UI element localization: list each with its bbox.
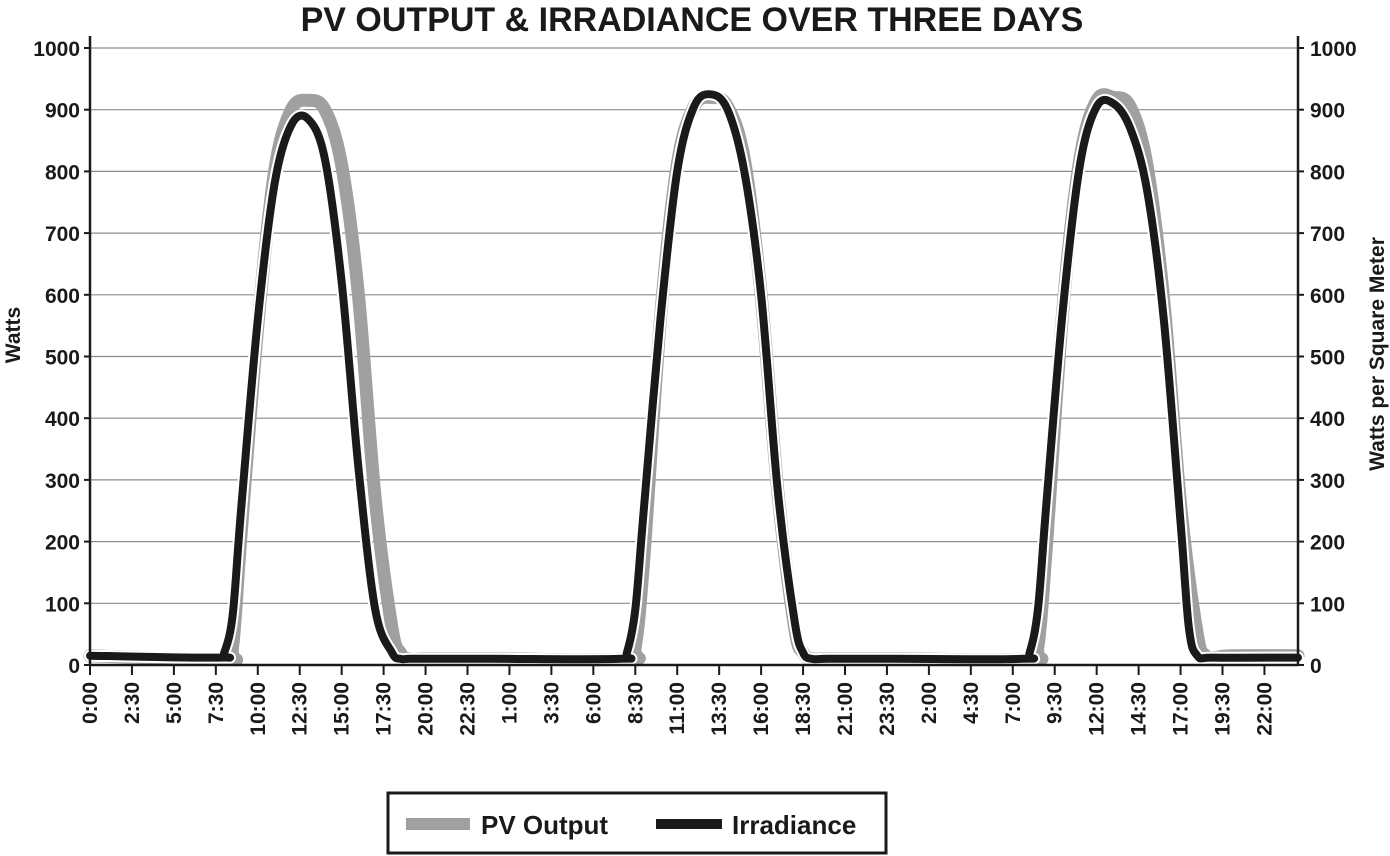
series-layer: [83, 88, 1305, 667]
x-tick-label: 5:00: [163, 682, 186, 724]
x-tick-label: 12:30: [289, 682, 312, 736]
x-tick-label: 20:00: [415, 682, 438, 736]
right-y-tick-label: 700: [1310, 223, 1345, 246]
x-tick-label: 10:00: [247, 682, 270, 736]
left-y-ticks: 0 100 200 300 400 500 600 700 800 900 1000: [33, 38, 90, 678]
left-y-tick-label: 100: [45, 593, 80, 616]
x-tick-label: 16:00: [750, 682, 773, 736]
right-y-tick-label: 600: [1310, 285, 1345, 308]
x-tick-label: 1:00: [498, 682, 521, 724]
x-tick-label: 13:30: [708, 682, 731, 736]
left-y-tick-label: 300: [45, 470, 80, 493]
right-y-tick-label: 0: [1310, 655, 1322, 678]
x-tick-label: 6:00: [582, 682, 605, 724]
right-y-tick-label: 900: [1310, 100, 1345, 123]
left-y-tick-label: 400: [45, 408, 80, 431]
x-tick-label: 4:30: [960, 682, 983, 724]
x-tick-label: 17:30: [373, 682, 396, 736]
x-tick-label: 11:00: [666, 682, 689, 735]
left-y-tick-label: 500: [45, 347, 80, 370]
right-y-tick-label: 100: [1310, 593, 1345, 616]
x-tick-label: 23:30: [876, 682, 899, 736]
x-tick-label: 8:30: [624, 682, 647, 724]
right-y-tick-label: 500: [1310, 347, 1345, 370]
x-tick-label: 12:00: [1086, 682, 1109, 736]
x-tick-label: 9:30: [1044, 682, 1067, 724]
left-y-tick-label: 600: [45, 285, 80, 308]
x-tick-label: 3:30: [540, 682, 563, 724]
left-y-tick-label: 0: [68, 655, 80, 678]
right-y-tick-label: 800: [1310, 161, 1345, 184]
x-tick-label: 7:00: [1002, 682, 1025, 724]
left-y-tick-label: 900: [45, 100, 80, 123]
x-tick-label: 0:00: [79, 682, 102, 724]
chart-title: PV OUTPUT & IRRADIANCE OVER THREE DAYS: [301, 1, 1084, 39]
x-tick-label: 22:00: [1253, 682, 1276, 736]
right-y-tick-label: 300: [1310, 470, 1345, 493]
x-tick-label: 14:30: [1128, 682, 1151, 736]
series-line-irradiance: [86, 90, 1302, 664]
x-tick-label: 18:30: [792, 682, 815, 736]
legend: PV Output Irradiance: [386, 791, 888, 855]
legend-box: [386, 791, 888, 855]
right-y-tick-label: 200: [1310, 532, 1345, 555]
x-tick-label: 22:30: [457, 682, 480, 736]
x-tick-label: 7:30: [205, 682, 228, 724]
x-tick-label: 2:00: [918, 682, 941, 724]
left-y-tick-label: 700: [45, 223, 80, 246]
left-y-tick-label: 200: [45, 532, 80, 555]
x-tick-label: 21:00: [834, 682, 857, 736]
right-y-tick-label: 400: [1310, 408, 1345, 431]
legend-label-irradiance: Irradiance: [732, 810, 856, 840]
right-y-ticks: 0 100 200 300 400 500 600 700 800 900 1000: [1298, 38, 1357, 678]
x-axis-ticks: 0:00 2:30 5:00 7:30 10:00 12:30 15:00 17:30 20:0…: [79, 665, 1276, 736]
right-y-axis-label: Watts per Square Meter: [1366, 237, 1389, 471]
x-tick-label: 17:00: [1170, 682, 1193, 736]
right-y-tick-label: 1000: [1310, 38, 1357, 61]
legend-label-pv-output: PV Output: [481, 810, 608, 840]
left-y-axis-label: Watts: [2, 307, 25, 363]
left-y-tick-label: 800: [45, 161, 80, 184]
x-tick-label: 2:30: [121, 682, 144, 724]
left-y-tick-label: 1000: [33, 38, 80, 61]
x-tick-label: 15:00: [331, 682, 354, 736]
x-tick-label: 19:30: [1212, 682, 1235, 736]
